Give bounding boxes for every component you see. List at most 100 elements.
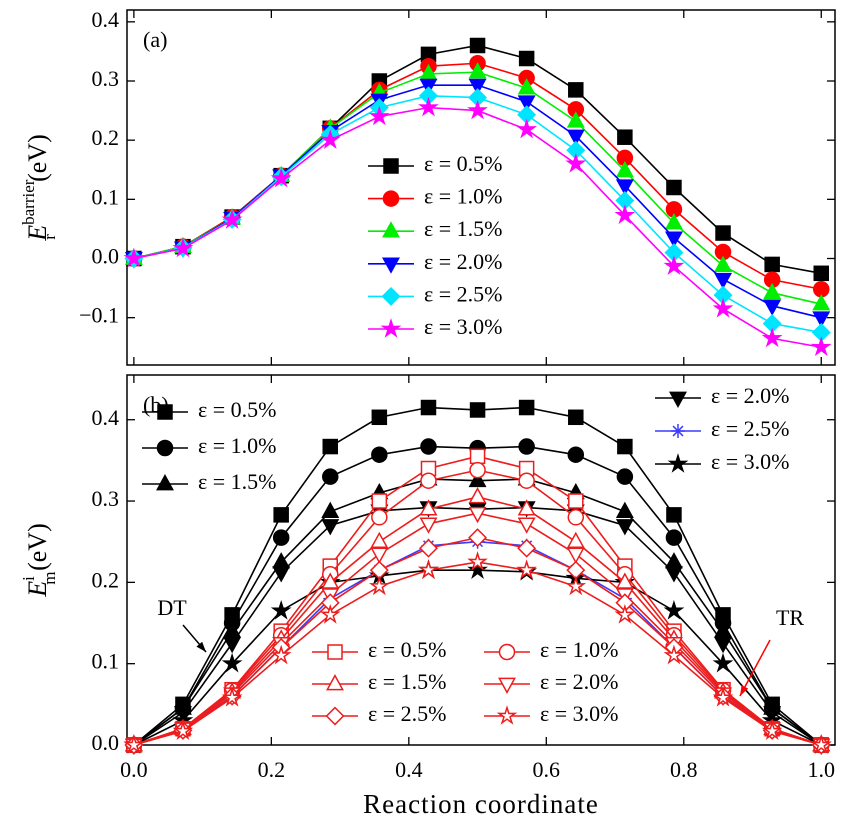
y-tick-label: 0.2 <box>92 567 120 592</box>
marker <box>221 209 243 229</box>
y-label-superscript: barrier <box>19 179 38 225</box>
marker <box>467 559 488 579</box>
legend-marker <box>326 674 344 691</box>
marker <box>371 409 388 426</box>
legend-label: ε = 3.0% <box>540 701 618 726</box>
marker <box>123 734 145 754</box>
x-tick-label: 0.6 <box>533 757 561 782</box>
marker <box>368 105 390 126</box>
x-axis-label: Reaction coordinate <box>363 789 599 819</box>
marker <box>566 531 585 549</box>
marker <box>516 559 537 579</box>
legend-label: ε = 2.0% <box>540 669 618 694</box>
annotation: DT <box>157 595 187 620</box>
marker <box>663 255 685 275</box>
marker <box>319 129 341 149</box>
y-label-unit: (eV) <box>23 523 52 571</box>
marker <box>517 95 536 112</box>
series-line <box>133 561 822 746</box>
x-tick-label: 0.0 <box>120 757 148 782</box>
legend-marker <box>382 221 400 238</box>
marker <box>567 509 585 526</box>
marker <box>663 599 685 620</box>
marker <box>617 438 633 455</box>
marker <box>319 604 341 624</box>
legend-label: ε = 0.5% <box>198 397 276 422</box>
marker <box>812 311 831 328</box>
marker <box>663 644 685 665</box>
marker <box>468 487 487 504</box>
legend-label: ε = 3.0% <box>711 449 789 474</box>
marker <box>568 409 584 426</box>
marker <box>321 519 340 536</box>
marker <box>615 501 634 518</box>
marker <box>714 621 732 638</box>
x-tick-label: 1.0 <box>808 757 836 782</box>
y-axis-label: Ei m(eV) <box>19 523 59 598</box>
marker <box>221 652 243 673</box>
marker <box>370 531 389 549</box>
y-tick-label: 0.4 <box>92 7 120 32</box>
marker <box>420 438 437 455</box>
marker <box>813 265 830 282</box>
annotation-arrow <box>739 639 771 697</box>
marker <box>516 118 537 139</box>
marker <box>370 547 389 564</box>
marker <box>567 446 585 463</box>
legend-marker <box>498 643 516 661</box>
y-tick-label: 0.0 <box>92 730 120 755</box>
legend-marker <box>383 158 399 174</box>
marker <box>270 599 292 620</box>
marker <box>517 499 536 516</box>
marker <box>664 566 683 583</box>
marker <box>420 399 437 416</box>
marker <box>517 538 537 558</box>
marker <box>270 167 292 188</box>
legend-label: ε = 1.5% <box>424 216 502 241</box>
marker <box>761 720 783 740</box>
marker <box>712 297 734 318</box>
marker <box>665 529 683 546</box>
marker <box>518 50 535 67</box>
legend-label: ε = 2.5% <box>711 416 789 441</box>
marker <box>467 551 488 571</box>
marker <box>420 472 437 489</box>
marker <box>468 528 488 548</box>
marker <box>714 255 732 272</box>
marker <box>812 294 831 311</box>
marker <box>666 507 682 523</box>
panel-label: (a) <box>143 27 167 52</box>
marker <box>321 572 340 589</box>
legend-label: ε = 2.5% <box>424 281 502 306</box>
marker <box>272 566 291 583</box>
legend-marker <box>496 705 518 725</box>
annotation-arrowhead <box>740 685 749 696</box>
x-tick-label: 0.4 <box>395 757 423 782</box>
marker <box>223 637 242 654</box>
annotation-arrowhead <box>196 641 206 652</box>
marker <box>270 644 292 665</box>
marker <box>565 575 587 596</box>
marker <box>322 468 339 485</box>
marker <box>221 686 243 707</box>
marker <box>566 129 585 146</box>
marker <box>469 37 486 54</box>
legend-marker <box>667 453 689 473</box>
marker <box>321 501 340 518</box>
marker <box>615 179 634 196</box>
marker <box>418 559 439 579</box>
legend-label: ε = 2.5% <box>368 701 446 726</box>
marker <box>714 272 732 290</box>
y-tick-label: 0.0 <box>92 244 120 269</box>
y-tick-label: 0.1 <box>92 649 120 674</box>
y-label-unit: (eV) <box>23 134 52 182</box>
y-tick-label: 0.3 <box>92 486 120 511</box>
y-tick-label: 0.1 <box>92 184 120 209</box>
marker <box>468 470 487 488</box>
marker <box>371 446 388 463</box>
plot-frame <box>126 374 836 746</box>
y-tick-label: 0.4 <box>92 405 120 430</box>
marker <box>616 468 634 485</box>
marker <box>715 225 731 241</box>
marker <box>517 517 536 534</box>
